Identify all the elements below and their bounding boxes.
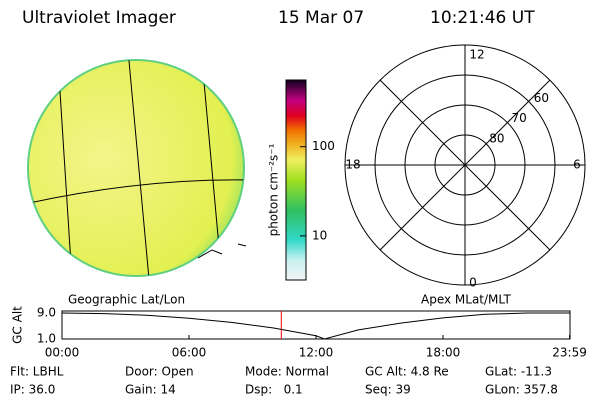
polar-grid xyxy=(344,44,586,286)
polar-ring xyxy=(374,74,556,256)
mlt-label: 0 xyxy=(469,276,477,290)
polar-ring xyxy=(434,134,496,196)
y-axis-label: GC Alt xyxy=(11,306,25,344)
mlt-label: 6 xyxy=(573,158,581,172)
colorbar xyxy=(285,79,307,281)
ring-label: 80 xyxy=(489,131,504,145)
info-field: GLon: 357.8 xyxy=(485,383,558,397)
ring-label: 70 xyxy=(511,111,526,125)
info-field: GC Alt: 4.8 Re xyxy=(365,365,449,379)
info-field: Seq: 39 xyxy=(365,383,411,397)
earth-image xyxy=(27,59,247,277)
x-tick-label: 23:59 xyxy=(552,346,587,360)
polar-label: Apex MLat/MLT xyxy=(421,293,511,307)
date: 15 Mar 07 xyxy=(278,8,364,28)
info-field: GLat: -11.3 xyxy=(485,365,552,379)
info-field: IP: 36.0 xyxy=(10,383,55,397)
info-field: Dsp: 0.1 xyxy=(245,383,303,397)
colorbar-tick-label: 100 xyxy=(312,139,335,153)
info-field: Gain: 14 xyxy=(125,383,176,397)
colorbar-tick-label: 10 xyxy=(312,228,327,242)
y-tick-label: 9.0 xyxy=(37,306,56,320)
geo-label: Geographic Lat/Lon xyxy=(68,293,185,307)
polar-ring xyxy=(404,104,526,226)
mlt-label: 18 xyxy=(345,158,360,172)
colorbar-label: photon cm⁻²s⁻¹ xyxy=(267,143,281,236)
info-field: Door: Open xyxy=(125,365,194,379)
y-tick-label: 1.0 xyxy=(37,332,56,346)
title: Ultraviolet Imager xyxy=(22,8,176,28)
info-field: Mode: Normal xyxy=(245,365,329,379)
x-tick-label: 06:00 xyxy=(172,346,207,360)
mlt-label: 12 xyxy=(469,48,484,62)
x-tick-label: 12:00 xyxy=(299,346,334,360)
info-field: Flt: LBHL xyxy=(10,365,64,379)
ring-label: 60 xyxy=(534,91,549,105)
altitude-line xyxy=(61,312,570,340)
x-tick-label: 18:00 xyxy=(426,346,461,360)
time: 10:21:46 UT xyxy=(430,8,535,28)
x-tick-label: 00:00 xyxy=(45,346,80,360)
